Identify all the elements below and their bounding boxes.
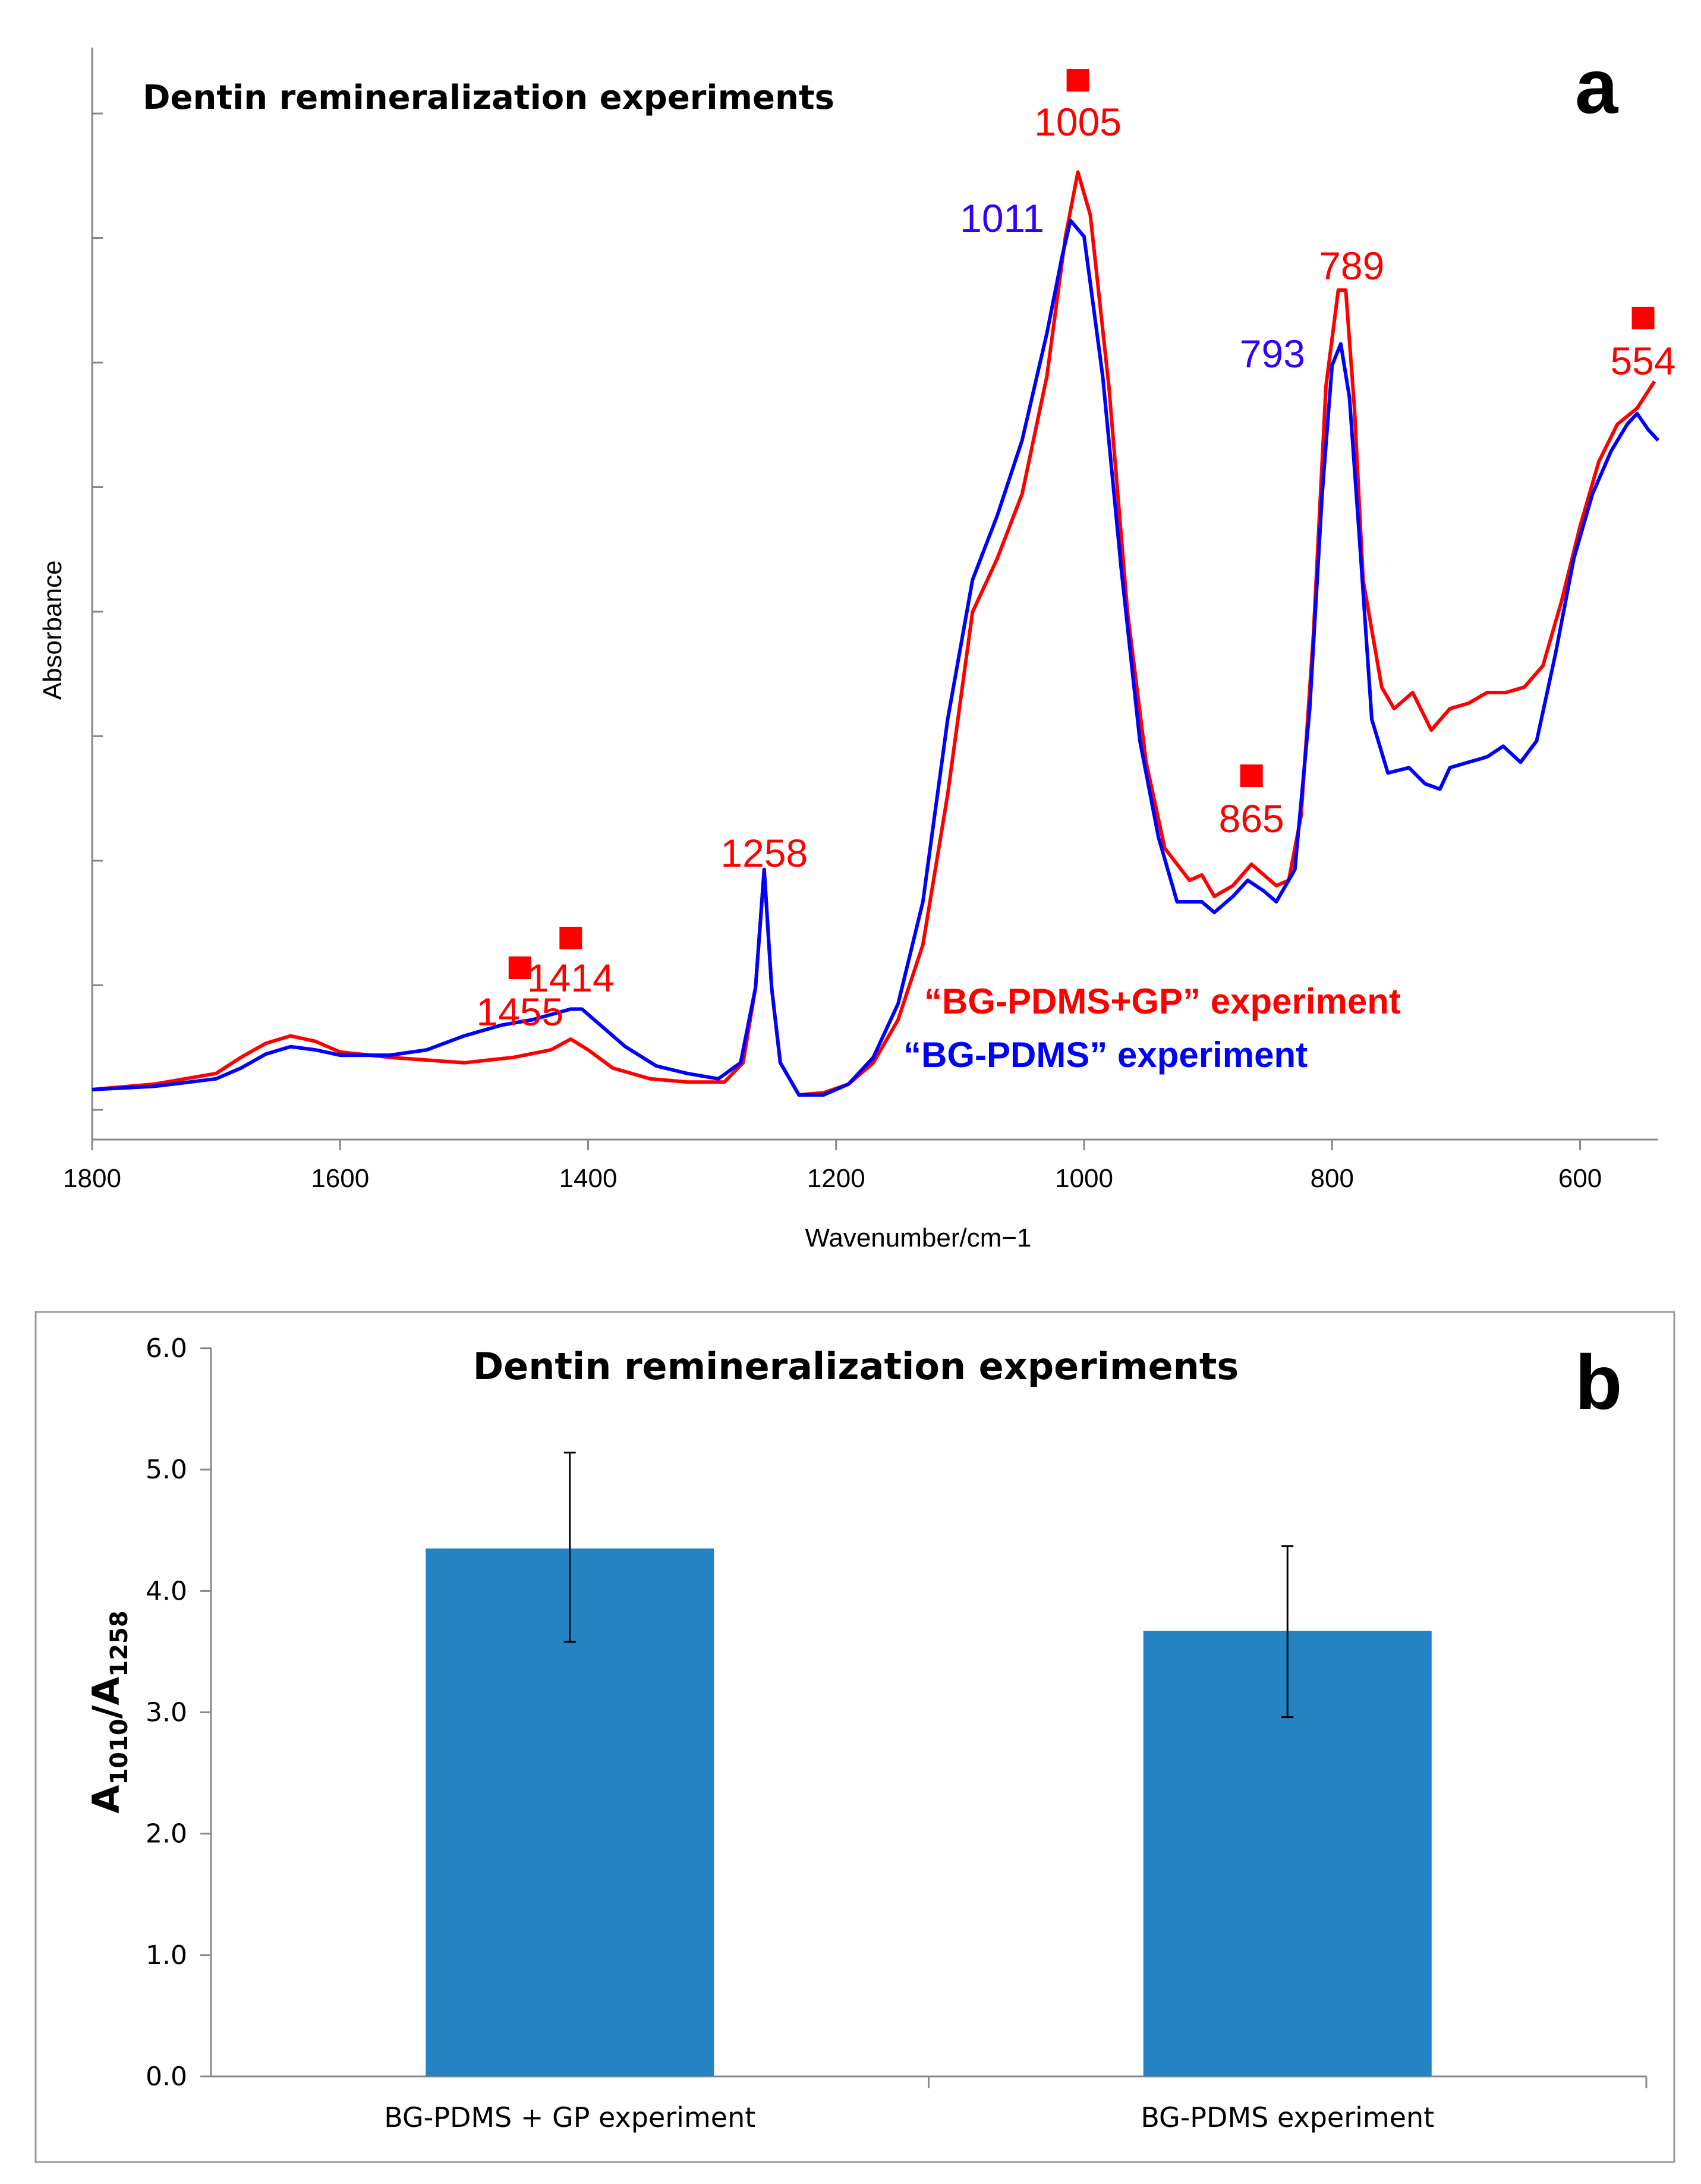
panel-b-y-tick-label: 6.0 [146, 1333, 187, 1364]
peak-marker-1455 [508, 956, 531, 979]
panel-a: Dentin remineralization experiments a 18… [38, 43, 1676, 1253]
panel-b-y-tick-label: 4.0 [146, 1576, 187, 1606]
peak-label-793: 793 [1240, 332, 1305, 376]
panel-a-y-label: Absorbance [38, 561, 67, 700]
panel-a-x-tick-label: 1600 [311, 1164, 369, 1193]
panel-b-y-tick-label: 5.0 [146, 1455, 187, 1485]
panel-a-x-ticks: 1800 1600 1400 1200 1000 800 600 [63, 1140, 1602, 1193]
series-bg-pdms-gp-line [92, 170, 1656, 1097]
panel-a-series [92, 170, 1660, 1097]
category-label: BG-PDMS experiment [1141, 2101, 1434, 2133]
series-bg-pdms-line [92, 218, 1660, 1097]
panel-a-y-ticks [92, 112, 103, 1111]
panel-a-x-tick-label: 1200 [807, 1164, 865, 1193]
panel-a-x-tick-label: 1400 [559, 1164, 618, 1193]
panel-b-y-tick-label: 0.0 [146, 2062, 187, 2092]
panel-a-label: a [1575, 43, 1619, 130]
panel-a-x-tick-label: 1000 [1055, 1164, 1113, 1193]
peak-label-1414: 1414 [527, 956, 615, 1000]
panel-b: Dentin remineralization experiments b 0.… [34, 1311, 1675, 2163]
panel-b-y-label: A1010/A1258 [84, 1610, 133, 1813]
peak-label-554: 554 [1610, 339, 1675, 383]
panel-a-title: Dentin remineralization experiments [143, 78, 834, 117]
peak-label-1258: 1258 [720, 831, 808, 875]
peak-marker-865 [1240, 764, 1263, 787]
peak-marker-554 [1631, 307, 1655, 329]
peak-label-1455: 1455 [476, 990, 563, 1034]
panel-b-bars [426, 1452, 1432, 2076]
panel-b-y-tick-label: 1.0 [146, 1940, 187, 1971]
panel-a-x-tick-label: 1800 [63, 1164, 121, 1193]
panel-a-x-label: Wavenumber/cm−1 [805, 1223, 1031, 1253]
panel-b-category-labels: BG-PDMS + GP experiment BG-PDMS experimen… [384, 2076, 1648, 2133]
category-label: BG-PDMS + GP experiment [384, 2101, 755, 2133]
peak-marker-1414 [559, 927, 582, 949]
panel-b-y-ticks: 0.0 1.0 2.0 3.0 4.0 5.0 6.0 [146, 1333, 211, 2092]
panel-b-label: b [1575, 1339, 1622, 1425]
panel-b-frame [34, 1311, 1675, 2163]
panel-a-x-tick-label: 800 [1311, 1164, 1354, 1193]
peak-label-1005: 1005 [1034, 100, 1122, 144]
panel-a-x-tick-label: 600 [1558, 1164, 1602, 1193]
peak-marker-1005 [1066, 69, 1089, 92]
peak-label-865: 865 [1219, 797, 1284, 841]
peak-label-789: 789 [1319, 244, 1384, 288]
legend-bg-pdms: “BG-PDMS” experiment [903, 1035, 1308, 1075]
peak-label-1011: 1011 [960, 196, 1044, 240]
legend-bg-pdms-gp: “BG-PDMS+GP” experiment [924, 981, 1401, 1021]
panel-b-title: Dentin remineralization experiments [473, 1345, 1239, 1388]
panel-b-y-tick-label: 2.0 [146, 1819, 187, 1849]
panel-b-y-tick-label: 3.0 [146, 1698, 187, 1728]
